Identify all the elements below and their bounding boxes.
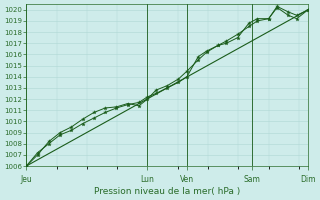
X-axis label: Pression niveau de la mer( hPa ): Pression niveau de la mer( hPa ) — [94, 187, 240, 196]
